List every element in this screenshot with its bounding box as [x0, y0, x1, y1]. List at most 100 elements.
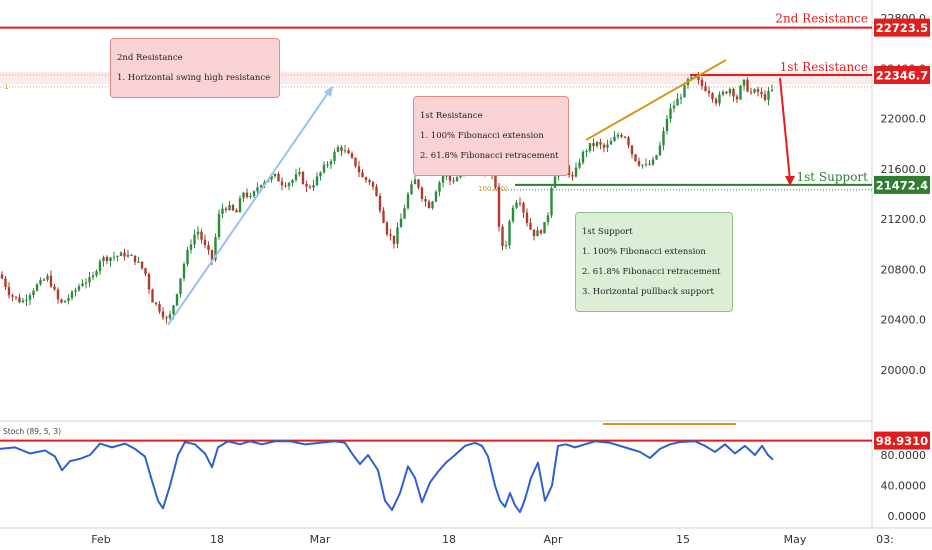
candle-body — [648, 163, 651, 165]
candle — [189, 239, 193, 254]
y-tick-label: 22000.0 — [881, 113, 927, 126]
candle-body — [676, 98, 679, 106]
candle — [98, 258, 102, 276]
stochastic-panel: Stoch (89, 5, 3) — [0, 423, 872, 514]
candle-body — [392, 235, 396, 244]
candle-body — [672, 105, 676, 109]
candle-body — [452, 180, 455, 182]
candle-body — [18, 297, 21, 303]
candle — [364, 176, 368, 183]
price-tag-label: 21472.4 — [876, 178, 928, 192]
candle-body — [427, 201, 431, 209]
candle-body — [88, 277, 91, 283]
y-tick-label: 20800.0 — [881, 263, 927, 276]
x-tick-label: Mar — [310, 533, 331, 546]
candle-body — [60, 299, 63, 303]
annotation-line: 1. 100% Fibonacci extension — [420, 131, 544, 141]
candle-body — [704, 86, 707, 91]
candle — [413, 175, 417, 185]
candle — [410, 180, 413, 195]
candle — [662, 127, 665, 151]
candle-body — [196, 231, 200, 235]
candle-body — [238, 198, 242, 213]
candle-body — [333, 151, 336, 162]
candle-body — [707, 90, 711, 94]
candle — [137, 256, 140, 263]
candle — [186, 246, 189, 267]
candle-body — [49, 275, 53, 287]
candle — [427, 199, 431, 209]
candle — [378, 193, 382, 214]
candle-body — [189, 244, 193, 250]
candle-body — [406, 194, 410, 209]
x-tick-label: Apr — [543, 533, 563, 546]
candle-body — [277, 173, 280, 182]
candle-body — [273, 173, 277, 176]
candle — [630, 144, 634, 159]
candle-body — [714, 99, 718, 104]
candle — [133, 255, 137, 266]
candle-body — [280, 181, 284, 186]
candle — [767, 87, 770, 106]
candle — [711, 92, 714, 103]
candle-body — [658, 145, 662, 156]
candle-body — [718, 94, 721, 104]
candle — [392, 235, 396, 249]
candle-body — [595, 142, 599, 146]
candle-body — [133, 255, 137, 263]
candle-body — [130, 254, 133, 256]
candle-body — [368, 180, 371, 183]
candle-body — [32, 290, 35, 296]
stoch-price-tag: 98.9310 — [874, 431, 930, 450]
candle — [389, 228, 392, 241]
price-tag-bg — [874, 175, 930, 194]
candle-body — [74, 290, 77, 292]
fib-projection-arrowhead — [324, 86, 333, 97]
candle — [158, 301, 161, 314]
candle-body — [361, 172, 364, 178]
candle — [508, 219, 511, 249]
candle-body — [690, 76, 693, 80]
candle-body — [235, 210, 238, 213]
candle-body — [683, 85, 686, 98]
y-tick-label: 21600.0 — [881, 163, 927, 176]
candle — [298, 167, 301, 177]
candle — [753, 88, 756, 94]
candle-body — [525, 212, 529, 223]
candle-body — [455, 177, 459, 182]
candle-body — [200, 231, 203, 240]
candle — [151, 288, 154, 303]
candle — [497, 182, 501, 232]
candle — [46, 273, 49, 282]
candle — [760, 87, 763, 99]
price-tag-bg — [874, 65, 930, 84]
annotation-line: 1. 100% Fibonacci extension — [582, 247, 706, 257]
candle — [431, 200, 434, 210]
annotation-title: 2nd Resistance — [117, 53, 183, 63]
candle-body — [627, 137, 630, 146]
candle-body — [767, 90, 770, 100]
candle-body — [459, 175, 462, 178]
candle — [718, 91, 721, 107]
candle — [333, 148, 336, 165]
candle-body — [508, 221, 511, 246]
candle — [504, 240, 508, 250]
projection-arrowhead — [785, 176, 795, 186]
candle-body — [665, 118, 669, 132]
candle-body — [532, 229, 536, 237]
candle — [179, 278, 182, 298]
x-tick-label: Feb — [91, 533, 110, 546]
candle — [546, 212, 550, 226]
candle — [511, 205, 515, 224]
candle-body — [298, 172, 301, 175]
projection-arrow-line — [779, 77, 791, 181]
candle-body — [364, 177, 368, 181]
candle — [291, 178, 294, 187]
candle-body — [378, 195, 382, 211]
axes: 22800.022400.022000.021600.021200.020800… — [91, 12, 930, 546]
candle — [280, 177, 284, 191]
candle-body — [217, 213, 221, 238]
stoch-indicator-label: Stoch (89, 5, 3) — [3, 427, 61, 436]
candle-body — [742, 79, 746, 86]
